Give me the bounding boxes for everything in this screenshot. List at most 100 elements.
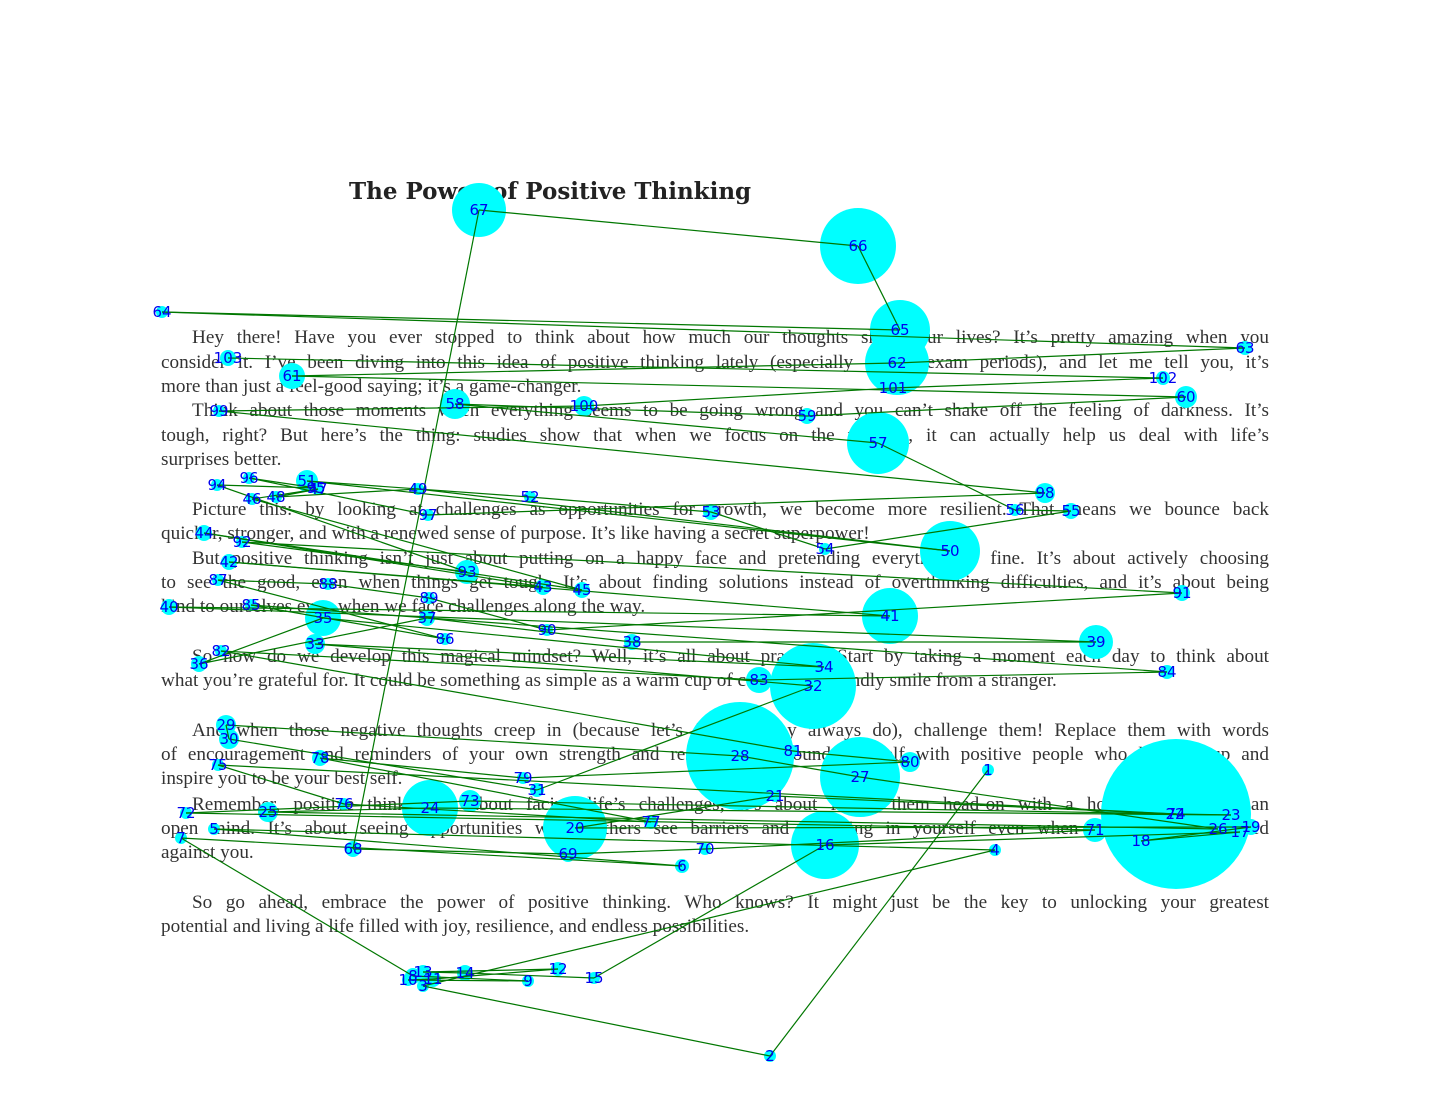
saccade-line <box>168 606 891 617</box>
saccade-line <box>352 848 569 855</box>
saccade-line <box>824 831 1241 846</box>
saccade-line <box>291 362 898 377</box>
fixation-label: 20 <box>565 819 584 837</box>
saccade-line <box>567 848 706 855</box>
text-line: potential and living a life filled with … <box>161 916 750 937</box>
fixation-label: 101 <box>879 379 908 397</box>
text-line: So how do we develop this magical mindse… <box>192 646 1269 667</box>
saccade-line <box>213 828 683 867</box>
fixation-label: 86 <box>435 630 454 648</box>
fixation-label: 80 <box>900 753 919 771</box>
fixation-label: 87 <box>208 571 227 589</box>
saccade-line <box>426 617 633 643</box>
fixation-label: 89 <box>419 589 438 607</box>
saccade-line <box>203 532 583 591</box>
fixation-label: 49 <box>408 480 427 498</box>
fixation-label: 23 <box>1221 806 1240 824</box>
saccade-line <box>248 477 317 489</box>
text-line: against you. <box>161 842 254 863</box>
fixation-label: 50 <box>940 542 959 560</box>
fixation-label: 57 <box>868 434 887 452</box>
text-line: inspire you to be your best self. <box>161 768 403 789</box>
fixation-label: 6 <box>677 857 687 875</box>
saccade-line <box>806 396 1187 417</box>
fixation-label: 103 <box>214 349 243 367</box>
fixation-label: 42 <box>219 553 238 571</box>
saccade-line <box>407 979 529 982</box>
fixation-label: 96 <box>239 469 258 487</box>
saccade-line <box>327 583 430 599</box>
fixation-label: 24 <box>420 799 439 817</box>
text-line: surprises better. <box>161 449 282 470</box>
saccade-line <box>227 357 1164 379</box>
fixation-label: 53 <box>701 503 720 521</box>
saccade-line <box>1014 509 1072 512</box>
text-line: more than just a feel-good saying; it’s … <box>161 376 582 397</box>
saccade-line <box>319 757 652 823</box>
fixation-label: 29 <box>216 716 235 734</box>
saccade-line <box>454 403 808 417</box>
saccade-line <box>769 769 989 1057</box>
saccade-line <box>180 837 414 977</box>
text-line: to see the good, even when things get to… <box>161 572 1269 593</box>
fixation-label: 72 <box>176 804 195 822</box>
saccade-line <box>1140 826 1252 842</box>
fixation-label: 19 <box>1241 818 1260 836</box>
saccade-line <box>343 803 652 823</box>
saccade-line <box>522 761 911 779</box>
saccade-lines <box>161 209 1252 1057</box>
fixation-label: 94 <box>207 476 226 494</box>
saccade-line <box>422 971 466 974</box>
fixation-label: 44 <box>194 524 213 542</box>
saccade-line <box>429 807 1232 816</box>
fixation-label: 3 <box>418 977 428 995</box>
fixation-label: 92 <box>232 533 251 551</box>
saccade-line <box>422 985 771 1057</box>
fixation-label: 61 <box>282 367 301 385</box>
saccade-line <box>704 829 1096 850</box>
fixation-label: 74 <box>1166 805 1185 823</box>
fixation-label: 16 <box>815 836 834 854</box>
saccade-line <box>251 498 583 591</box>
fixation-label: 76 <box>334 795 353 813</box>
fixation-label: 17 <box>1230 823 1249 841</box>
saccade-line <box>407 978 434 981</box>
saccade-line <box>180 837 683 867</box>
saccade-line <box>478 209 859 247</box>
saccade-line <box>529 496 712 513</box>
saccade-line <box>267 807 431 813</box>
fixation-label: 54 <box>815 540 834 558</box>
fixation-label: 65 <box>890 321 909 339</box>
fixation-circles <box>156 183 1259 1062</box>
fixation-label: 35 <box>313 609 332 627</box>
saccade-line <box>412 975 529 982</box>
fixation-label: 38 <box>622 633 641 651</box>
fixation-label: 2 <box>765 1047 775 1065</box>
fixation-label: 15 <box>584 969 603 987</box>
saccade-line <box>536 685 814 791</box>
fixation-label: 52 <box>520 488 539 506</box>
fixation-label: 28 <box>730 747 749 765</box>
saccade-line <box>422 968 559 973</box>
saccade-line <box>217 579 329 585</box>
fixation-label: 75 <box>208 756 227 774</box>
saccade-line <box>220 650 794 752</box>
fixation-label: 84 <box>1157 663 1176 681</box>
fixation-label: 39 <box>1086 633 1105 651</box>
saccade-line <box>217 579 446 640</box>
fixation-label: 47 <box>308 480 327 498</box>
fixation-label: 79 <box>513 769 532 787</box>
fixation-label: 62 <box>887 354 906 372</box>
saccade-line <box>877 442 1016 511</box>
text-line: So go ahead, embrace the power of positi… <box>192 892 1269 913</box>
fixation-label: 51 <box>297 472 316 490</box>
saccade-line <box>213 828 996 851</box>
saccade-line <box>216 484 317 489</box>
fixation-label: 81 <box>783 742 802 760</box>
fixation-label: 37 <box>417 609 436 627</box>
fixation-label: 8 <box>408 967 418 985</box>
fixation-label: 64 <box>152 303 171 321</box>
text-line: Hey there! Have you ever stopped to thin… <box>192 327 1269 348</box>
